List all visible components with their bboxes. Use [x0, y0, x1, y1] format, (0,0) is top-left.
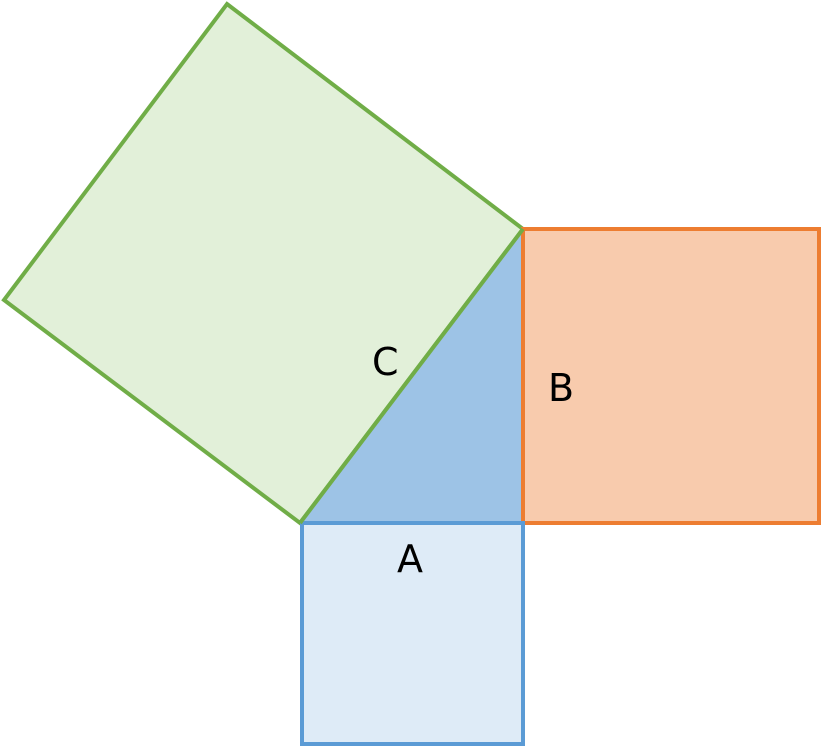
label-b: B: [548, 366, 574, 410]
square-b: [521, 227, 821, 525]
label-c: C: [372, 340, 399, 384]
label-a: A: [397, 537, 423, 581]
hypotenuse-edge: [298, 227, 525, 525]
square-a: [300, 521, 525, 746]
